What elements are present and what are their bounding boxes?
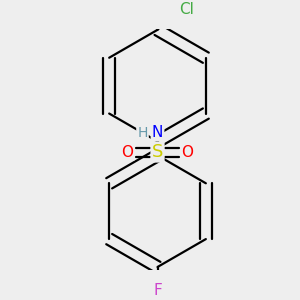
Text: F: F [153, 283, 162, 298]
Text: O: O [182, 145, 194, 160]
Text: O: O [122, 145, 134, 160]
Text: Cl: Cl [179, 2, 194, 17]
Text: N: N [152, 125, 163, 140]
Text: H: H [137, 126, 148, 140]
Text: S: S [152, 143, 163, 161]
